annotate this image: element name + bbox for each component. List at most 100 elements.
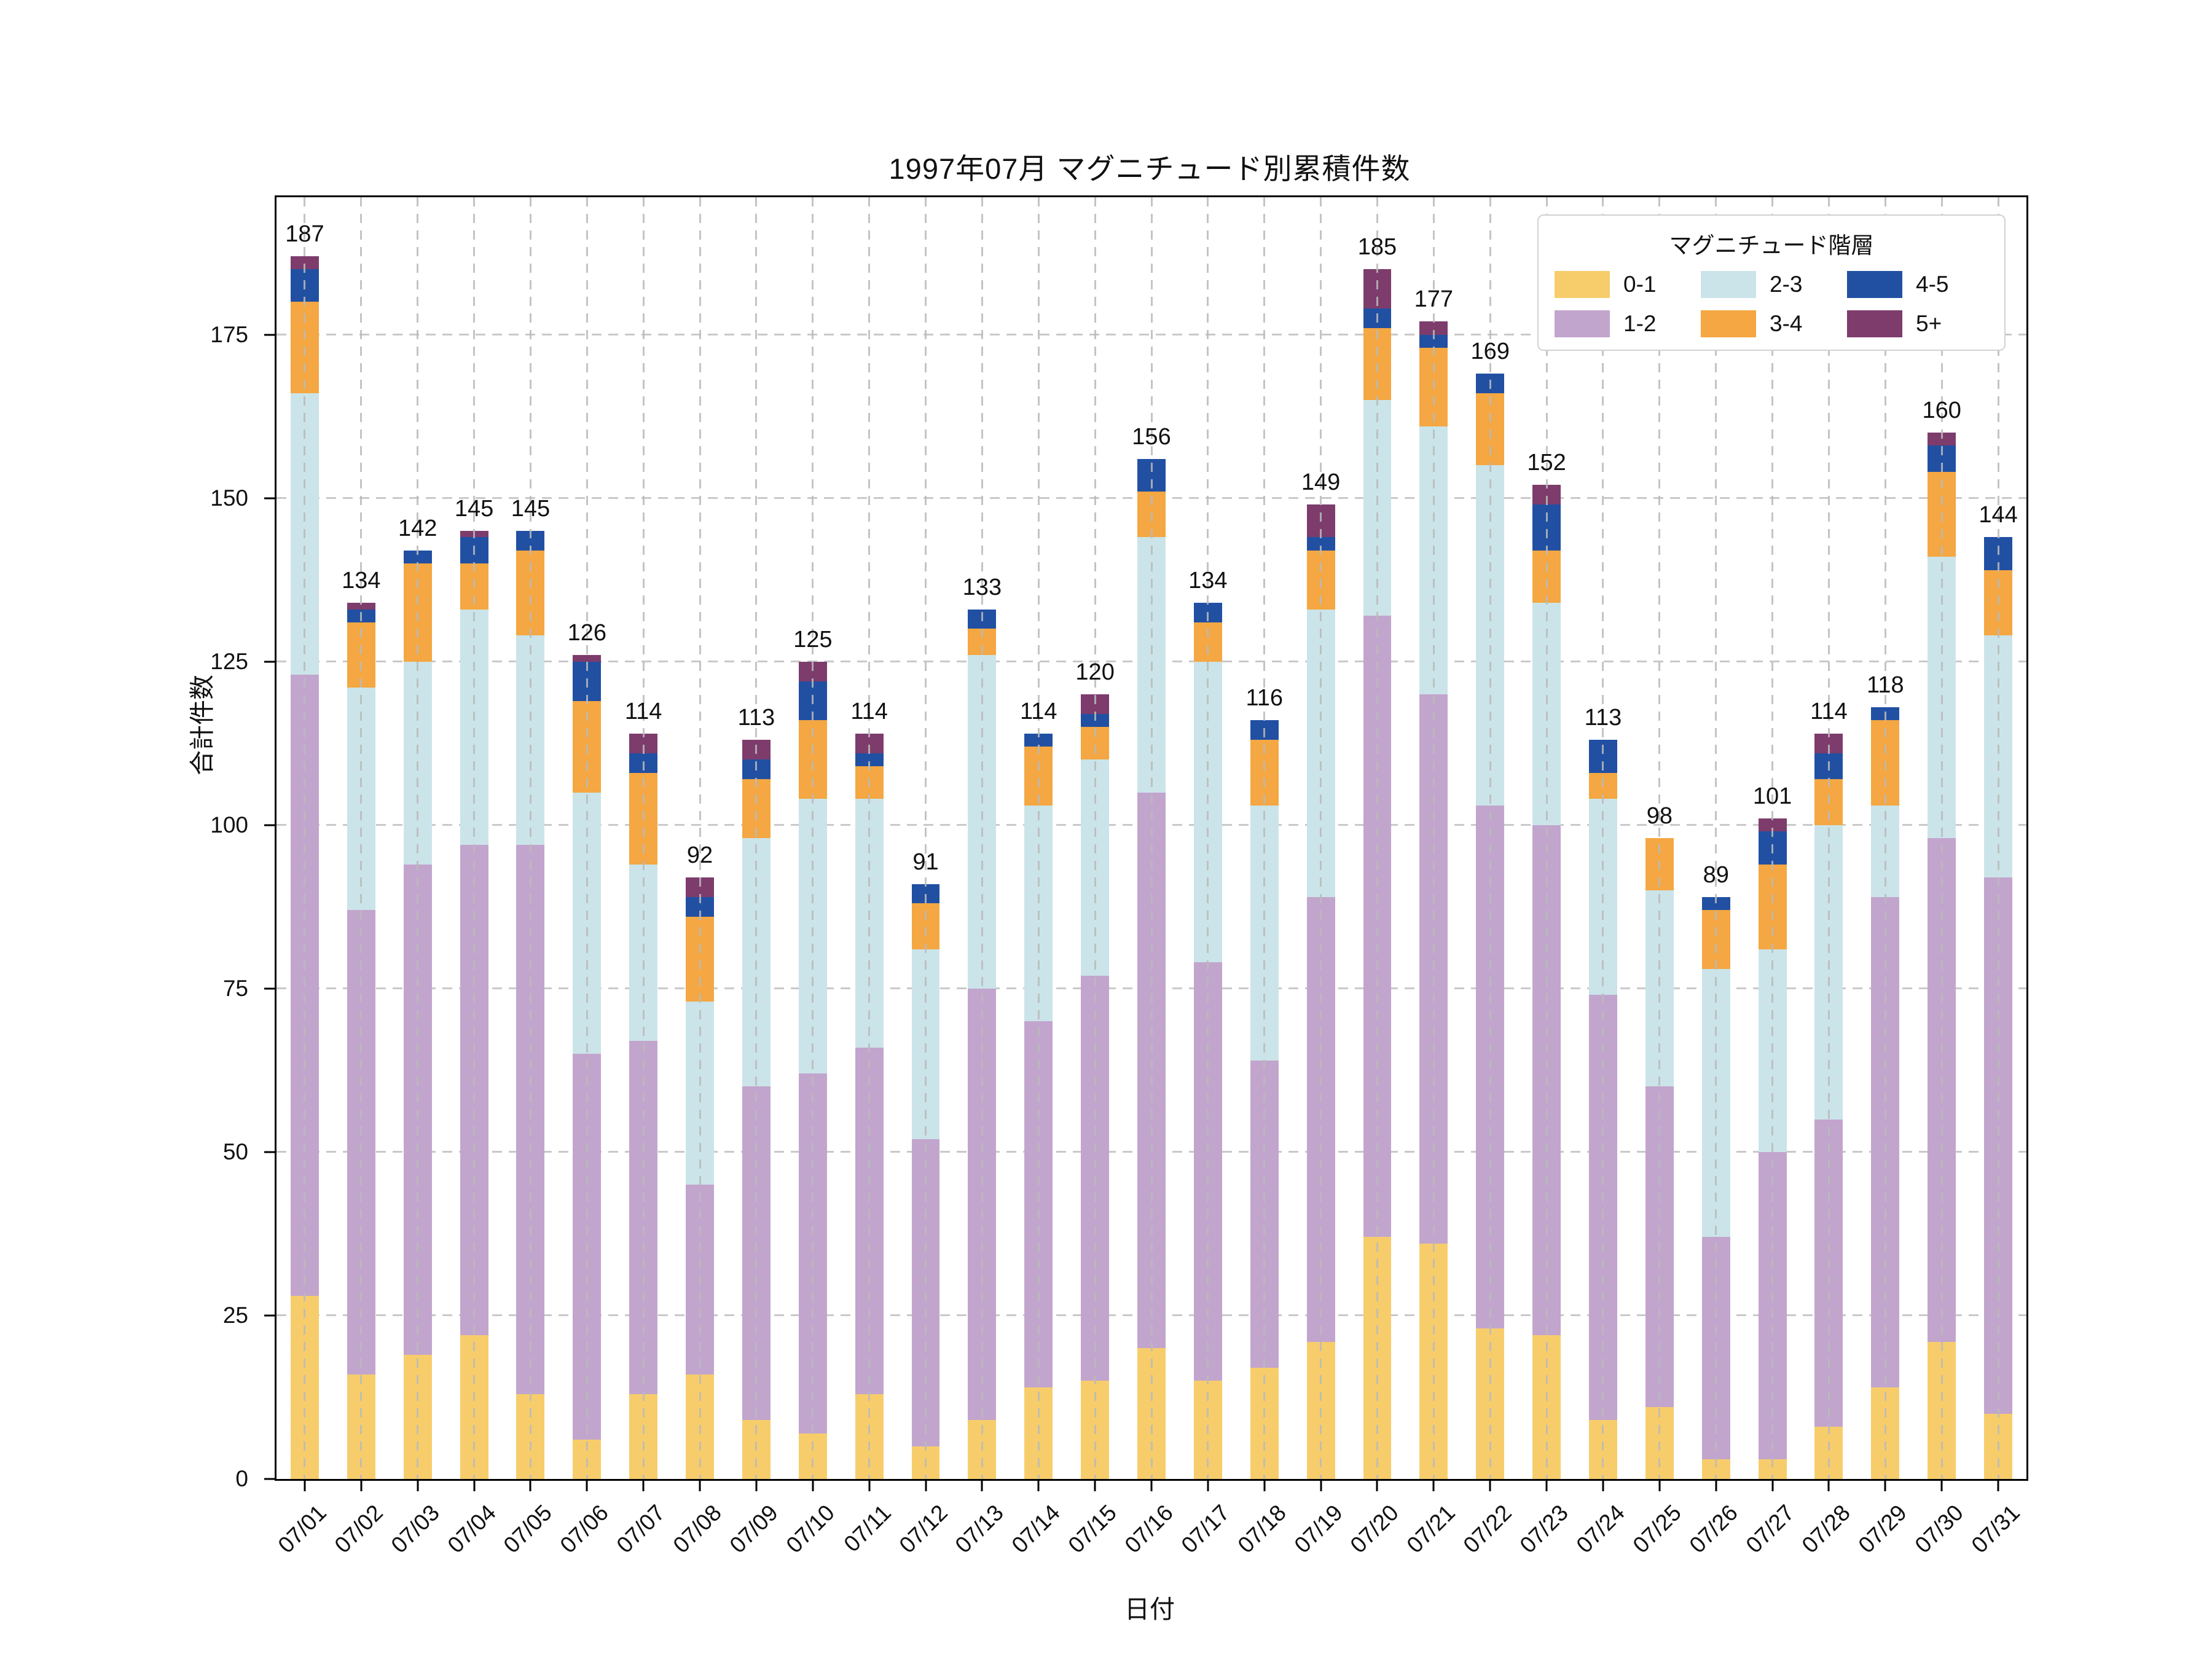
x-gridline xyxy=(1094,197,1096,1479)
x-gridline xyxy=(1884,197,1886,1479)
bar-total-label: 144 xyxy=(1979,502,2018,528)
x-gridline xyxy=(1037,197,1040,1479)
x-tick-mark xyxy=(304,1479,306,1491)
x-tick-mark xyxy=(868,1479,871,1491)
x-gridline xyxy=(812,197,814,1479)
y-tick-mark xyxy=(264,1151,276,1153)
x-gridline xyxy=(1940,197,1943,1479)
bar-total-label: 114 xyxy=(850,698,888,724)
y-tick-mark xyxy=(264,1478,276,1480)
y-tick-label: 75 xyxy=(222,975,248,1001)
legend-label: 1-2 xyxy=(1623,311,1657,336)
x-gridline xyxy=(699,197,701,1479)
legend-label: 0-1 xyxy=(1623,272,1657,297)
bar-total-label: 98 xyxy=(1646,803,1673,829)
bar-total-label: 177 xyxy=(1414,286,1454,313)
x-gridline xyxy=(1320,197,1322,1479)
x-tick-mark xyxy=(1150,1479,1153,1491)
x-tick-mark xyxy=(1320,1479,1322,1491)
x-tick-mark xyxy=(1827,1479,1830,1491)
bar-total-label: 142 xyxy=(398,515,437,541)
x-gridline xyxy=(304,197,306,1479)
bar-total-label: 187 xyxy=(285,221,324,247)
x-tick-mark xyxy=(981,1479,983,1491)
x-gridline xyxy=(1432,197,1435,1479)
y-tick-label: 50 xyxy=(222,1139,248,1164)
bar-total-label: 145 xyxy=(511,495,551,522)
bar-total-label: 89 xyxy=(1703,861,1729,888)
bar-total-label: 114 xyxy=(624,698,662,724)
x-tick-mark xyxy=(925,1479,927,1491)
legend-item-3-4: 3-4 xyxy=(1701,310,1842,337)
bar-total-label: 145 xyxy=(454,495,494,522)
x-gridline xyxy=(1376,197,1378,1479)
x-gridline xyxy=(360,197,363,1479)
legend-items: 0-1 1-2 2-3 3-4 4-5 5+ xyxy=(1555,271,1988,337)
bar-total-label: 134 xyxy=(342,567,381,594)
legend-swatch-5+ xyxy=(1847,310,1902,337)
bar-total-label: 113 xyxy=(1584,705,1622,731)
y-tick-label: 0 xyxy=(235,1466,248,1491)
legend-label: 5+ xyxy=(1916,311,1942,336)
x-tick-mark xyxy=(699,1479,701,1491)
bar-total-label: 114 xyxy=(1019,698,1057,724)
x-tick-mark xyxy=(1263,1479,1266,1491)
legend-swatch-0-1 xyxy=(1555,271,1610,298)
x-tick-mark xyxy=(1037,1479,1040,1491)
legend-label: 2-3 xyxy=(1770,272,1803,297)
x-gridline xyxy=(586,197,588,1479)
x-tick-mark xyxy=(1545,1479,1548,1491)
plot-area: マグニチュード階層 0-1 1-2 2-3 3-4 4-5 5+ 0 25 50 75 100 12… xyxy=(210,195,2028,1558)
bar-total-label: 125 xyxy=(793,626,833,653)
y-tick-label: 100 xyxy=(210,812,248,837)
bar-total-label: 169 xyxy=(1470,339,1510,365)
bar-total-label: 92 xyxy=(686,842,713,868)
legend-item-0-1: 0-1 xyxy=(1555,271,1696,298)
legend-swatch-3-4 xyxy=(1701,310,1756,337)
x-tick-mark xyxy=(1376,1479,1378,1491)
legend-item-4-5: 4-5 xyxy=(1847,271,1988,298)
y-tick-mark xyxy=(264,661,276,663)
x-gridline xyxy=(755,197,758,1479)
y-tick-mark xyxy=(264,987,276,990)
x-gridline xyxy=(981,197,983,1479)
y-tick-mark xyxy=(264,497,276,500)
bar-total-label: 160 xyxy=(1922,398,1961,424)
legend-swatch-1-2 xyxy=(1555,310,1610,337)
legend-item-1-2: 1-2 xyxy=(1555,310,1696,337)
x-axis-label: 日付 xyxy=(1124,1595,1175,1623)
x-gridline xyxy=(1263,197,1266,1479)
x-tick-mark xyxy=(1489,1479,1491,1491)
bar-total-label: 133 xyxy=(962,574,1002,600)
y-tick-label: 150 xyxy=(210,485,248,511)
x-tick-mark xyxy=(1207,1479,1209,1491)
bar-total-label: 116 xyxy=(1245,685,1284,712)
x-tick-mark xyxy=(586,1479,588,1491)
bar-total-label: 149 xyxy=(1301,469,1341,496)
x-gridline xyxy=(1715,197,1717,1479)
bar-total-label: 156 xyxy=(1132,423,1171,450)
x-tick-mark xyxy=(1094,1479,1096,1491)
legend-swatch-2-3 xyxy=(1701,271,1756,298)
y-tick-label: 125 xyxy=(210,648,248,674)
x-tick-mark xyxy=(812,1479,814,1491)
x-gridline xyxy=(1489,197,1491,1479)
legend-item-2-3: 2-3 xyxy=(1701,271,1842,298)
x-gridline xyxy=(1150,197,1153,1479)
x-tick-mark xyxy=(1884,1479,1886,1491)
x-gridline xyxy=(1771,197,1774,1479)
x-tick-mark xyxy=(473,1479,476,1491)
y-tick-mark xyxy=(264,1314,276,1317)
bar-total-label: 120 xyxy=(1075,659,1115,685)
x-tick-mark xyxy=(529,1479,531,1491)
bar-total-label: 114 xyxy=(1810,698,1848,724)
x-gridline xyxy=(1827,197,1830,1479)
bar-total-label: 91 xyxy=(912,849,939,875)
legend-label: 3-4 xyxy=(1770,311,1803,336)
x-tick-mark xyxy=(1432,1479,1435,1491)
x-gridline xyxy=(1602,197,1604,1479)
x-gridline xyxy=(868,197,871,1479)
y-tick-mark xyxy=(264,824,276,826)
x-tick-mark xyxy=(417,1479,419,1491)
